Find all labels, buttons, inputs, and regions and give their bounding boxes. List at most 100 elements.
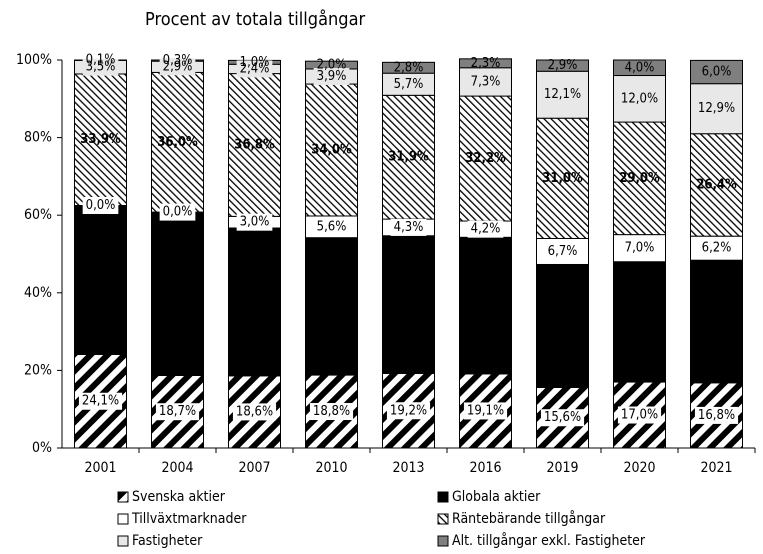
legend-label: Fastigheter — [132, 533, 203, 549]
data-label-bg — [78, 392, 123, 410]
x-tick-label: 2019 — [546, 460, 578, 476]
data-label-bg — [236, 213, 273, 231]
data-label-bg — [617, 406, 662, 424]
data-label-bg — [386, 402, 431, 420]
legend-swatch — [117, 491, 129, 503]
data-label: 4,3% — [394, 220, 424, 235]
legend-label: Tillväxtmarknader — [131, 511, 247, 527]
data-label: 0,0% — [163, 205, 193, 220]
data-label: 5,6% — [317, 219, 347, 234]
data-label-bg — [617, 90, 662, 108]
x-tick-label: 2004 — [161, 460, 193, 476]
bar-segment — [613, 121, 666, 236]
x-tick-label: 2013 — [392, 460, 424, 476]
data-label: 19,1% — [467, 403, 504, 418]
chart-title: Procent av totala tillgångar — [145, 9, 365, 30]
y-tick-label: 40% — [24, 285, 52, 301]
data-label: 16,8% — [698, 408, 735, 423]
x-tick-label: 2021 — [700, 460, 732, 476]
data-label-bg — [82, 197, 119, 214]
legend-label: Globala aktier — [452, 489, 541, 505]
data-label: 31,0% — [542, 171, 583, 186]
legend-swatch — [437, 513, 449, 525]
data-label: 2,0% — [317, 58, 347, 73]
data-label: 2,8% — [394, 60, 424, 75]
data-label: 2,4% — [240, 61, 270, 76]
data-label: 35,2% — [467, 298, 504, 313]
bar-segment — [382, 94, 435, 220]
y-tick-label: 60% — [24, 207, 52, 223]
x-tick-label: 2020 — [623, 460, 655, 476]
bar-segment — [613, 59, 666, 77]
data-label: 32,2% — [465, 151, 506, 166]
data-label: 31,7% — [544, 318, 581, 333]
data-label: 15,6% — [544, 410, 581, 425]
data-label: 4,0% — [625, 60, 655, 75]
x-tick-label: 2016 — [469, 460, 501, 476]
bar-segment — [690, 133, 743, 237]
data-label: 7,3% — [471, 74, 501, 89]
data-label-bg — [544, 242, 581, 260]
data-label: 4,2% — [471, 222, 501, 237]
bar-segment — [228, 227, 281, 377]
data-label: 12,0% — [621, 91, 658, 106]
data-label-bg — [540, 409, 585, 427]
data-label-bg — [82, 58, 119, 76]
data-label: 38,1% — [236, 294, 273, 309]
x-tick-label: 2010 — [315, 460, 347, 476]
data-label-bg — [159, 58, 196, 76]
legend-label: Alt. tillgångar exkl. Fastigheter — [452, 532, 646, 549]
data-label-bg — [540, 86, 585, 104]
data-label-bg — [698, 239, 735, 257]
data-label: 29,0% — [619, 171, 660, 186]
data-label-bg — [313, 218, 350, 236]
data-label: 38,4% — [82, 272, 119, 287]
legend-swatch — [117, 535, 129, 547]
data-label: 18,6% — [236, 404, 273, 419]
data-label: 12,9% — [698, 101, 735, 116]
bar-segment — [305, 237, 358, 376]
data-label: 6,2% — [702, 241, 732, 256]
data-label: 3,5% — [86, 60, 116, 75]
data-label: 19,2% — [390, 403, 427, 418]
x-tick-label: 2007 — [238, 460, 270, 476]
data-label: 2,9% — [163, 59, 193, 74]
legend-swatch — [437, 535, 449, 547]
data-label-bg — [390, 75, 427, 93]
data-label: 12,1% — [544, 87, 581, 102]
bar-segment — [459, 236, 512, 375]
bar-segment — [459, 58, 512, 69]
data-label: 0,1% — [86, 53, 116, 68]
legend-swatch — [437, 491, 449, 503]
bar-segment — [613, 261, 666, 383]
data-label: 31,6% — [698, 314, 735, 329]
y-tick-label: 80% — [24, 130, 52, 146]
data-label-bg — [467, 73, 504, 91]
data-label-bg — [155, 403, 200, 421]
data-label-bg — [694, 100, 739, 118]
data-label: 18,8% — [313, 404, 350, 419]
data-label: 34,0% — [311, 143, 352, 158]
y-tick-label: 0% — [32, 440, 52, 456]
data-label: 2,9% — [548, 58, 578, 73]
data-label: 3,9% — [317, 69, 347, 84]
bar-segment — [536, 59, 589, 72]
data-label-bg — [390, 218, 427, 236]
bar-segment — [74, 205, 127, 355]
data-label: 33,9% — [80, 132, 121, 147]
data-label: 35,5% — [390, 297, 427, 312]
bar-segment — [151, 211, 204, 376]
bar-segment — [151, 71, 204, 213]
y-tick-label: 20% — [24, 362, 52, 378]
data-label-bg — [232, 403, 277, 421]
data-label-bg — [694, 406, 739, 424]
data-label: 26,4% — [696, 177, 737, 192]
data-label: 6,0% — [702, 65, 732, 80]
data-label: 7,0% — [625, 241, 655, 256]
data-label: 24,1% — [82, 394, 119, 409]
data-label: 17,0% — [621, 408, 658, 423]
data-label: 31,9% — [388, 150, 429, 165]
x-tick-label: 2001 — [84, 460, 116, 476]
data-label: 0,0% — [86, 198, 116, 213]
